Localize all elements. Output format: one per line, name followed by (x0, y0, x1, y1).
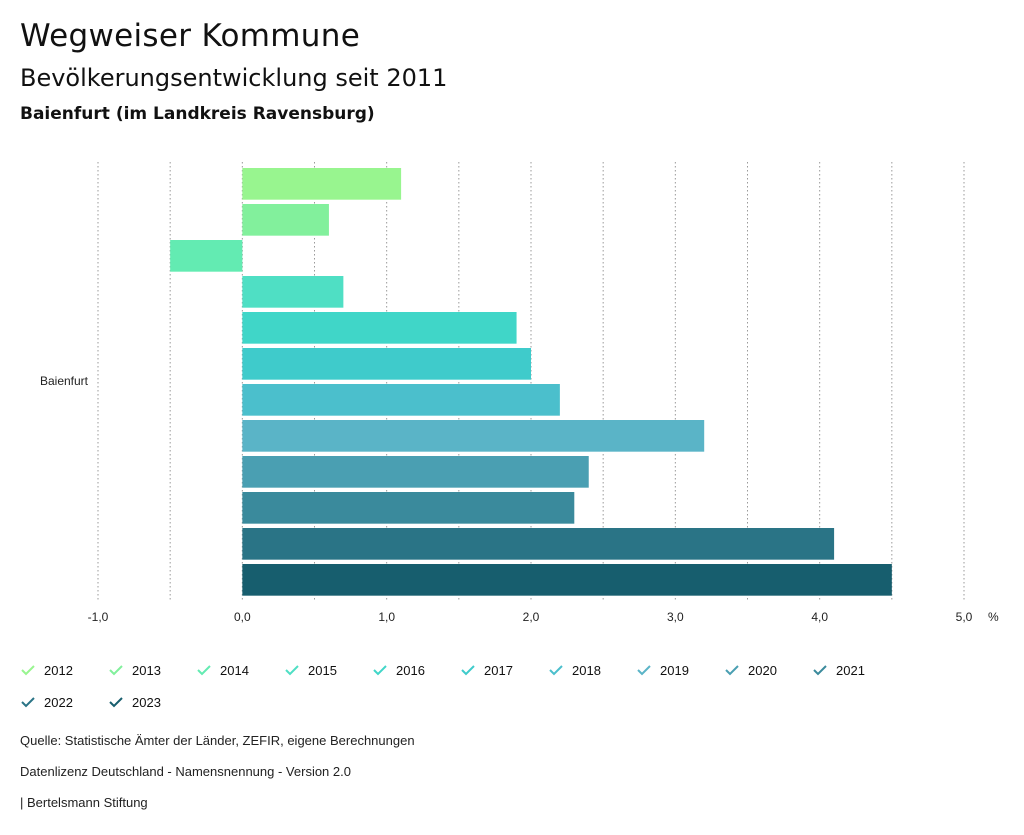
bar-2012 (242, 168, 402, 200)
legend-item-2023[interactable]: 2023 (108, 686, 161, 718)
check-icon (813, 665, 827, 676)
legend-label: 2019 (660, 662, 689, 678)
source-text: Quelle: Statistische Ämter der Länder, Z… (20, 733, 415, 748)
page-title: Wegweiser Kommune (20, 18, 361, 54)
legend-label: 2017 (484, 662, 513, 678)
bar-2015 (242, 276, 344, 308)
x-tick-label: 0,0 (234, 610, 251, 624)
check-icon (109, 665, 123, 676)
legend-item-2022[interactable]: 2022 (20, 686, 73, 718)
publisher-text: | Bertelsmann Stiftung (20, 795, 148, 810)
bar-2016 (242, 312, 517, 344)
legend-item-2016[interactable]: 2016 (372, 654, 425, 686)
legend-item-2020[interactable]: 2020 (724, 654, 777, 686)
legend-label: 2013 (132, 662, 161, 678)
legend-item-2021[interactable]: 2021 (812, 654, 865, 686)
check-icon (725, 665, 739, 676)
check-icon (197, 665, 211, 676)
check-icon (549, 665, 563, 676)
bar-2023 (242, 564, 892, 596)
x-tick-label: -1,0 (88, 610, 109, 624)
region-label: Baienfurt (im Landkreis Ravensburg) (20, 104, 375, 124)
chart-subtitle: Bevölkerungsentwicklung seit 2011 (20, 64, 448, 92)
check-icon (109, 697, 123, 708)
category-label: Baienfurt (40, 374, 89, 388)
x-tick-label: 1,0 (378, 610, 395, 624)
bar-2019 (242, 420, 705, 452)
bar-2014 (170, 240, 243, 272)
check-icon (21, 665, 35, 676)
legend-label: 2014 (220, 662, 249, 678)
check-icon (21, 697, 35, 708)
bar-2018 (242, 384, 560, 416)
legend-label: 2018 (572, 662, 601, 678)
legend-label: 2023 (132, 694, 161, 710)
x-tick-label: 5,0 (956, 610, 973, 624)
check-icon (373, 665, 387, 676)
bar-2020 (242, 456, 589, 488)
legend-item-2015[interactable]: 2015 (284, 654, 337, 686)
legend-item-2014[interactable]: 2014 (196, 654, 249, 686)
legend-label: 2015 (308, 662, 337, 678)
legend-label: 2021 (836, 662, 865, 678)
axis-unit-label: % (988, 610, 999, 624)
check-icon (461, 665, 475, 676)
legend-item-2012[interactable]: 2012 (20, 654, 73, 686)
check-icon (637, 665, 651, 676)
legend-label: 2016 (396, 662, 425, 678)
legend-item-2019[interactable]: 2019 (636, 654, 689, 686)
x-tick-label: 3,0 (667, 610, 684, 624)
bar-2017 (242, 348, 532, 380)
legend-label: 2020 (748, 662, 777, 678)
legend-item-2017[interactable]: 2017 (460, 654, 513, 686)
bar-2021 (242, 492, 575, 524)
x-tick-label: 4,0 (811, 610, 828, 624)
bar-chart: -1,0 0,0 1,0 2,0 3,0 4,0 5,0 % Baienfurt (40, 162, 999, 624)
legend-item-2013[interactable]: 2013 (108, 654, 161, 686)
legend-label: 2022 (44, 694, 73, 710)
bar-2022 (242, 528, 835, 560)
check-icon (285, 665, 299, 676)
license-text: Datenlizenz Deutschland - Namensnennung … (20, 764, 351, 779)
bar-2013 (242, 204, 329, 236)
legend-label: 2012 (44, 662, 73, 678)
x-tick-label: 2,0 (523, 610, 540, 624)
legend-item-2018[interactable]: 2018 (548, 654, 601, 686)
